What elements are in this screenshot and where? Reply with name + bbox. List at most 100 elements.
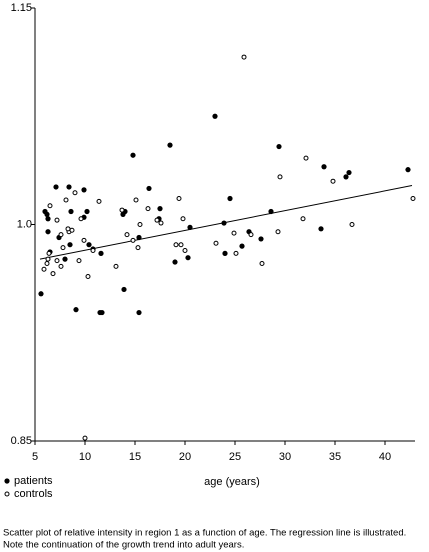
- point: [227, 195, 233, 202]
- point: [54, 258, 60, 264]
- point: [46, 250, 52, 256]
- x-tick-label: 10: [79, 451, 91, 463]
- y-tick-label: 0.85: [11, 435, 32, 447]
- point: [239, 243, 245, 249]
- point: [213, 240, 219, 246]
- y-tick-label: 1.0: [17, 218, 32, 230]
- point: [38, 291, 44, 297]
- point: [50, 271, 56, 277]
- point: [54, 217, 60, 223]
- point: [154, 217, 160, 223]
- point: [180, 216, 186, 222]
- point: [231, 230, 237, 236]
- point: [276, 143, 282, 150]
- point: [53, 184, 59, 190]
- x-tick-label: 25: [229, 451, 241, 463]
- point: [221, 220, 227, 226]
- point: [96, 198, 102, 204]
- point: [173, 242, 179, 248]
- point: [303, 155, 309, 161]
- point: [99, 309, 105, 316]
- point: [130, 152, 136, 158]
- point: [145, 206, 151, 212]
- point: [44, 260, 50, 266]
- y-tick-label: 1.15: [11, 2, 32, 14]
- point: [121, 286, 127, 293]
- point: [222, 250, 228, 256]
- point: [84, 208, 90, 215]
- point: [410, 196, 416, 202]
- x-axis-label: age (years): [204, 476, 260, 488]
- point: [178, 242, 184, 248]
- point: [321, 164, 327, 170]
- point: [248, 232, 254, 238]
- point: [81, 187, 87, 193]
- point: [58, 263, 64, 269]
- point: [119, 207, 125, 213]
- point: [113, 263, 119, 269]
- point: [63, 197, 69, 203]
- point: [233, 250, 239, 256]
- point: [67, 242, 73, 248]
- point: [124, 232, 130, 238]
- point: [68, 208, 74, 215]
- point: [158, 220, 164, 226]
- point: [44, 211, 50, 217]
- point: [62, 256, 68, 262]
- point: [76, 258, 82, 264]
- point: [86, 242, 92, 248]
- point: [157, 206, 163, 212]
- point: [136, 234, 142, 241]
- x-tick-label: 30: [279, 451, 291, 463]
- point: [259, 260, 265, 266]
- x-tick-label: 15: [129, 451, 141, 463]
- point: [330, 178, 336, 184]
- point: [176, 196, 182, 202]
- point: [47, 203, 53, 209]
- point: [277, 174, 283, 180]
- point: [72, 190, 78, 196]
- point: [343, 174, 349, 180]
- point: [133, 197, 139, 203]
- point: [69, 227, 75, 233]
- x-tick-label: 5: [32, 451, 38, 463]
- legend-label: patients: [14, 475, 53, 487]
- point: [346, 169, 352, 176]
- point: [85, 273, 91, 279]
- point: [405, 167, 411, 173]
- point: [130, 237, 136, 243]
- x-tick-label: 20: [179, 451, 191, 463]
- point: [185, 255, 191, 261]
- point: [45, 216, 51, 222]
- legend-label: controls: [14, 488, 53, 500]
- point: [90, 247, 96, 253]
- x-tick-label: 40: [379, 451, 391, 463]
- point: [135, 245, 141, 251]
- legend-marker: [4, 491, 10, 497]
- point: [73, 307, 79, 313]
- point: [146, 185, 152, 192]
- point: [300, 216, 306, 222]
- point: [81, 237, 87, 243]
- point: [268, 208, 274, 215]
- point: [349, 222, 355, 227]
- point: [318, 226, 324, 232]
- point: [258, 236, 264, 242]
- point: [187, 224, 193, 230]
- point: [241, 54, 247, 60]
- point: [137, 222, 143, 227]
- point: [182, 247, 188, 253]
- legend-marker: [4, 478, 10, 484]
- point: [45, 256, 51, 262]
- point: [41, 266, 47, 272]
- point: [275, 229, 281, 235]
- point: [136, 309, 142, 316]
- point: [58, 232, 64, 238]
- caption-line: Note the continuation of the growth tren…: [3, 540, 244, 551]
- point: [45, 229, 51, 235]
- point: [78, 216, 84, 222]
- point: [82, 435, 88, 441]
- point: [172, 259, 178, 265]
- point: [60, 245, 66, 251]
